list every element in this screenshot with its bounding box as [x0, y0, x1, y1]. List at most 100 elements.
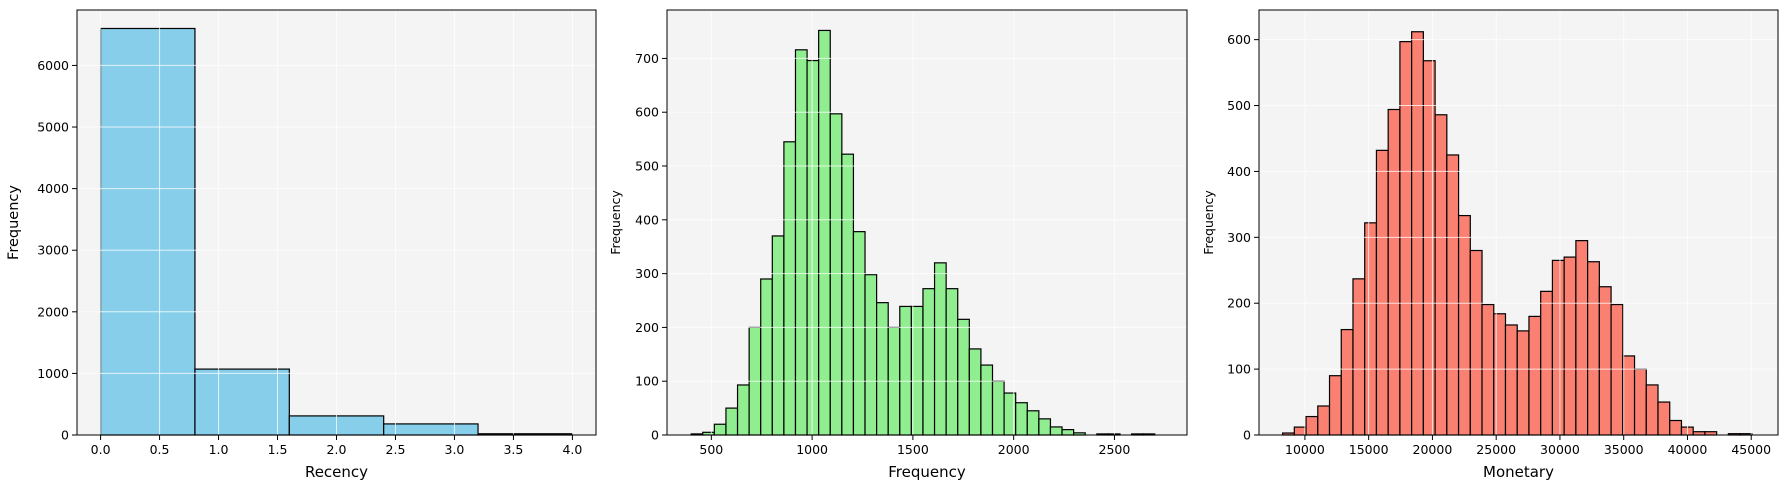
histogram-bar [922, 288, 936, 436]
histogram-bar [1610, 303, 1624, 436]
y-tick-label: 400 [635, 212, 659, 227]
y-tick-label: 100 [635, 374, 659, 389]
x-tick-label: 35000 [1604, 442, 1644, 457]
histogram-bar [1293, 426, 1307, 436]
plot-frame [666, 9, 1188, 436]
x-tick-label: 2000 [998, 442, 1030, 457]
histogram-bar [957, 318, 970, 436]
y-tick-label: 100 [1227, 362, 1251, 377]
x-tick-label: 10000 [1285, 442, 1325, 457]
histogram-bar [1317, 405, 1331, 436]
histogram-bar [713, 423, 727, 436]
grid [77, 10, 596, 436]
x-tick-label: 30000 [1540, 442, 1580, 457]
x-axis-label: Recency [305, 463, 368, 481]
histogram-bar [725, 407, 739, 436]
histogram-bar [1657, 401, 1671, 436]
histogram-bar [1375, 149, 1389, 436]
x-tick-label: 500 [699, 442, 723, 457]
histogram-bar [1328, 375, 1342, 436]
y-tick-label: 600 [635, 105, 659, 120]
histogram-bar [1305, 415, 1319, 436]
histogram-bar [1622, 355, 1636, 436]
y-tick-label: 700 [635, 51, 659, 66]
histogram-bar [1049, 426, 1063, 436]
x-tick-label: 15000 [1349, 442, 1389, 457]
y-tick-label: 200 [1227, 296, 1251, 311]
histogram-bar [1446, 154, 1460, 436]
histogram-bar [1015, 402, 1028, 436]
histogram-bar [736, 384, 750, 436]
y-tick-label: 3000 [37, 243, 69, 258]
histogram-bar [945, 288, 959, 436]
x-tick-label: 25000 [1476, 442, 1516, 457]
histogram-bar [1528, 315, 1542, 436]
histogram-bar [1516, 330, 1530, 436]
histogram-bar [1563, 256, 1577, 436]
histogram-bar [1469, 249, 1483, 436]
histogram-bar [852, 231, 866, 436]
x-tick-label: 45000 [1731, 442, 1771, 457]
x-tick-label: 1000 [796, 442, 828, 457]
histogram-bar [194, 368, 290, 436]
x-tick-label: 0.5 [150, 442, 170, 457]
histogram-bar [783, 141, 797, 436]
y-tick-label: 300 [1227, 230, 1251, 245]
x-tick-label: 20000 [1413, 442, 1453, 457]
histogram-bar [841, 153, 855, 436]
grid [1259, 10, 1778, 436]
histogram-bar [991, 380, 1005, 436]
x-axis: 0.0 0.5 1.0 1.5 2.0 2.5 3.0 3.5 4.0 Recency [91, 435, 582, 481]
y-tick-label: 500 [635, 159, 659, 174]
x-tick-label: 1500 [897, 442, 929, 457]
histogram-bar [829, 113, 843, 436]
y-tick-label: 4000 [37, 181, 69, 196]
histogram-bar [771, 235, 785, 436]
y-axis: 0 100 200 300 400 500 600 Frequency [1201, 32, 1259, 443]
y-tick-label: 600 [1227, 32, 1251, 47]
x-axis-label: Frequency [888, 463, 966, 481]
y-tick-label: 500 [1227, 98, 1251, 113]
histogram-bar [1411, 31, 1424, 436]
histogram-bar [794, 49, 808, 436]
histogram-bar [1669, 419, 1683, 436]
histogram-bar [1061, 429, 1075, 436]
histogram-bar [1352, 278, 1366, 436]
histogram-bar [1399, 41, 1413, 436]
y-axis: 0 100 200 300 400 500 600 700 Frequency [608, 51, 667, 443]
histogram-bar [933, 262, 947, 436]
histogram-bar [760, 278, 773, 436]
histogram-bar [1422, 60, 1436, 436]
bars [99, 27, 574, 436]
histogram-bar [1457, 214, 1471, 436]
y-tick-label: 200 [635, 320, 659, 335]
histogram-bar [899, 305, 912, 436]
histogram-bar [1598, 286, 1612, 436]
y-tick-label: 6000 [37, 58, 69, 73]
histogram-bar [383, 423, 479, 436]
y-tick-label: 400 [1227, 164, 1251, 179]
histogram-bar [1340, 328, 1354, 436]
histogram-bar [99, 27, 196, 436]
histogram-bar [806, 59, 820, 436]
histogram-bar [1575, 240, 1589, 436]
x-tick-label: 0.0 [91, 442, 111, 457]
chart-panel-3: 10000 15000 20000 25000 30000 35000 40000 45000… [1201, 9, 1779, 481]
x-tick-label: 3.5 [503, 442, 523, 457]
histogram-bar [1481, 303, 1495, 436]
histogram-bar [1026, 410, 1040, 436]
histogram-bar [1645, 384, 1659, 436]
chart-panel-2: 500 1000 1500 2000 2500 Frequency 0 100 200 300 40… [608, 9, 1188, 481]
x-tick-label: 2.0 [327, 442, 347, 457]
y-axis: 0 1000 2000 3000 4000 5000 6000 Frequency [6, 58, 77, 443]
y-axis-label: Frequency [6, 185, 22, 260]
histogram-bar [876, 302, 889, 436]
x-axis: 500 1000 1500 2000 2500 Frequency [699, 435, 1130, 481]
chart-panel-1: 0.0 0.5 1.0 1.5 2.0 2.5 3.0 3.5 4.0 Recency 0 1000 2… [6, 9, 597, 481]
histogram-bar [1633, 368, 1647, 436]
y-axis-label: Frequency [1201, 190, 1216, 255]
x-axis: 10000 15000 20000 25000 30000 35000 40000 45000… [1285, 435, 1771, 481]
x-tick-label: 3.0 [445, 442, 465, 457]
y-tick-label: 0 [61, 428, 69, 443]
